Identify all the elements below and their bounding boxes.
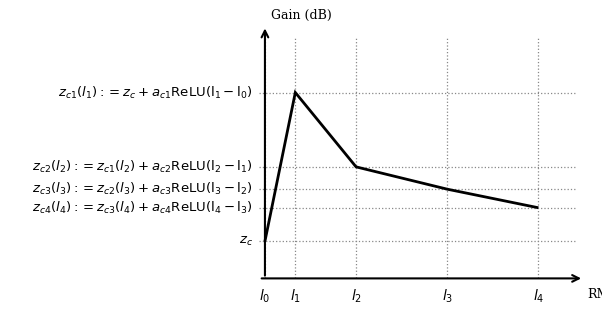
- Text: $l_3$: $l_3$: [442, 288, 453, 305]
- Text: $l_2$: $l_2$: [350, 288, 362, 305]
- Text: $z_{c1}(l_1) := z_c + a_{c1}\mathrm{ReLU}(\mathrm{l}_1 - \mathrm{l}_0)$: $z_{c1}(l_1) := z_c + a_{c1}\mathrm{ReLU…: [58, 84, 253, 100]
- Text: $z_{c2}(l_2) := z_{c1}(l_2) + a_{c2}\mathrm{ReLU}(\mathrm{l}_2 - \mathrm{l}_1)$: $z_{c2}(l_2) := z_{c1}(l_2) + a_{c2}\mat…: [32, 159, 253, 175]
- Text: $l_0$: $l_0$: [259, 288, 271, 305]
- Text: $l_4$: $l_4$: [533, 288, 544, 305]
- Text: $z_c$: $z_c$: [239, 235, 253, 248]
- Text: $z_{c4}(l_4) := z_{c3}(l_4) + a_{c4}\mathrm{ReLU}(\mathrm{l}_4 - \mathrm{l}_3)$: $z_{c4}(l_4) := z_{c3}(l_4) + a_{c4}\mat…: [32, 200, 253, 216]
- Text: RMS: RMS: [587, 288, 602, 301]
- Text: Gain (dB): Gain (dB): [271, 9, 332, 22]
- Text: $l_1$: $l_1$: [290, 288, 301, 305]
- Text: $z_{c3}(l_3) := z_{c2}(l_3) + a_{c3}\mathrm{ReLU}(\mathrm{l}_3 - \mathrm{l}_2)$: $z_{c3}(l_3) := z_{c2}(l_3) + a_{c3}\mat…: [32, 181, 253, 197]
